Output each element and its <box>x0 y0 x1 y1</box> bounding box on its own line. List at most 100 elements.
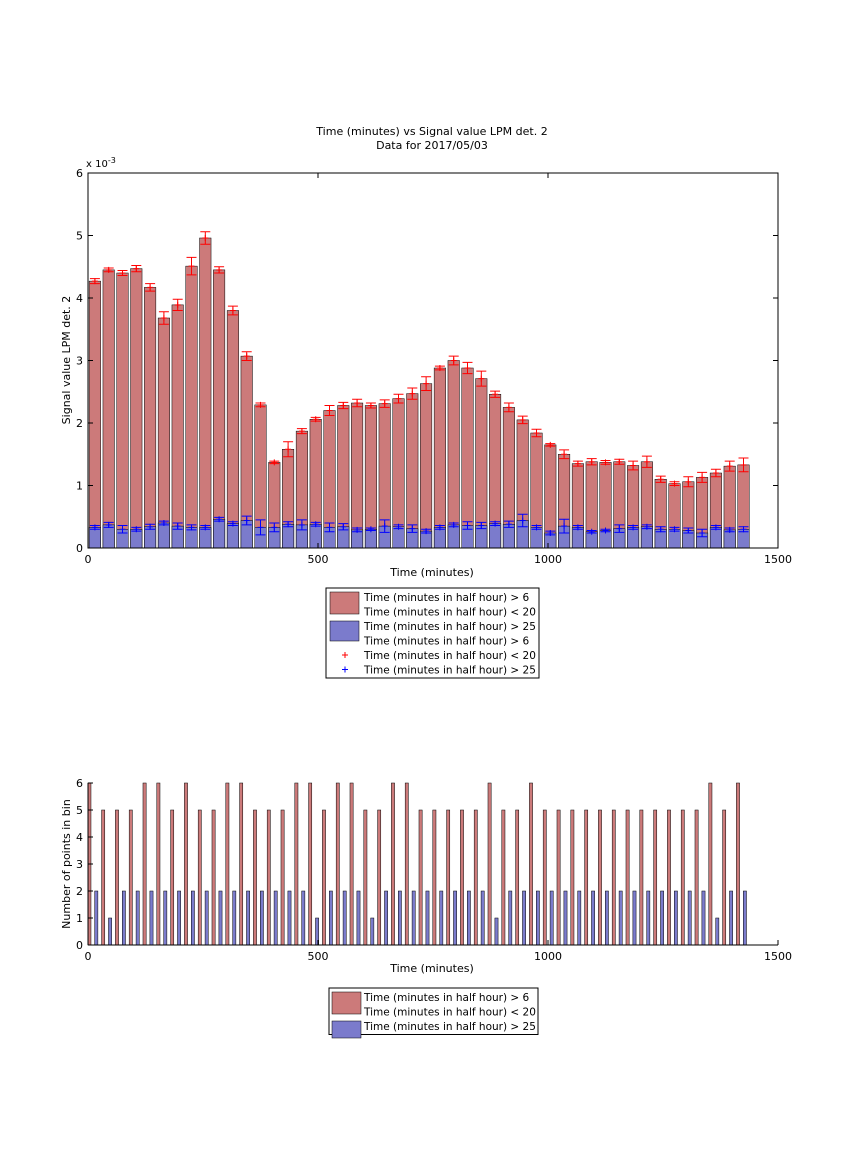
signal-bar-blue <box>213 519 226 549</box>
legend-label: Time (minutes in half hour) > 6 <box>363 592 530 604</box>
count-bar-blue <box>618 890 623 946</box>
count-bar-red <box>142 782 147 946</box>
signal-bar-red <box>433 367 446 549</box>
count-bar-red <box>266 809 271 946</box>
count-bar-blue <box>342 890 347 946</box>
count-bar-red <box>101 809 106 946</box>
y-tick-label: 2 <box>76 417 83 430</box>
count-bar-red <box>432 809 437 946</box>
signal-bar-blue <box>185 527 198 549</box>
count-bar-blue <box>715 917 720 946</box>
count-bar-blue <box>508 890 513 946</box>
signal-chart: Time (minutes) vs Signal value LPM det. … <box>60 125 792 679</box>
count-bar-red <box>349 782 354 946</box>
count-bar-blue <box>605 890 609 946</box>
count-bar-blue <box>163 890 168 946</box>
count-bar-red <box>184 782 188 946</box>
y-tick-label: 5 <box>76 804 83 817</box>
count-bar-red <box>529 782 533 946</box>
signal-bar-red <box>420 383 433 549</box>
count-bar-red <box>501 809 506 946</box>
count-bar-red <box>170 809 175 946</box>
y-axis-multiplier: x 10-3 <box>86 156 116 170</box>
count-bar-red <box>446 809 451 946</box>
count-bar-red <box>598 809 602 946</box>
x-tick-label: 1500 <box>764 553 792 566</box>
count-bar-red <box>294 782 299 946</box>
legend-swatch-blue <box>329 620 360 642</box>
count-bar-blue <box>563 890 568 946</box>
x-tick-label: 1000 <box>534 950 562 963</box>
count-bar-red <box>708 782 713 946</box>
signal-bar-blue <box>309 524 322 549</box>
legend-label: Time (minutes in half hour) > 6 <box>363 992 530 1004</box>
y-tick-label: 5 <box>76 230 83 243</box>
count-bar-red <box>473 809 478 946</box>
count-axis-ticks: 0 500 1000 1500 0 1 2 3 4 5 6 <box>76 777 792 963</box>
count-bar-blue <box>646 890 651 946</box>
signal-bar-red <box>199 237 212 549</box>
count-bar-red <box>253 809 257 946</box>
signal-bar-red <box>116 272 129 549</box>
count-bar-blue <box>177 890 181 946</box>
count-bar-blue <box>191 890 195 946</box>
y-axis-label: Number of points in bin <box>60 799 73 929</box>
count-bar-blue <box>301 890 306 946</box>
signal-bar-red <box>130 268 143 549</box>
count-chart: 0 500 1000 1500 0 1 2 3 4 5 6 Time (minutes) Numbe… <box>60 777 792 1039</box>
y-tick-label: 6 <box>76 777 83 790</box>
signal-bars <box>88 237 750 549</box>
count-bar-blue <box>453 890 457 946</box>
count-bars <box>87 782 747 946</box>
chart-title: Time (minutes) vs Signal value LPM det. … <box>315 125 547 138</box>
signal-bar-red <box>144 287 157 549</box>
count-bar-red <box>197 809 202 946</box>
signal-bar-blue <box>640 526 653 549</box>
count-bar-red <box>736 782 740 946</box>
count-bar-blue <box>536 890 540 946</box>
count-bar-red <box>694 809 699 946</box>
count-bar-blue <box>122 890 126 946</box>
count-bar-blue <box>674 890 678 946</box>
count-bar-red <box>515 809 520 946</box>
count-bar-red <box>280 809 285 946</box>
legend-box <box>328 987 539 1035</box>
count-bar-blue <box>246 890 250 946</box>
signal-bar-red <box>88 280 101 549</box>
legend-swatch-red <box>329 591 360 615</box>
x-axis-label: Time (minutes) <box>389 962 474 975</box>
count-bar-red <box>680 809 685 946</box>
legend-swatch-red <box>331 991 362 1015</box>
x-axis-label: Time (minutes) <box>389 566 474 579</box>
signal-bar-blue <box>392 526 405 549</box>
signal-bar-blue <box>102 524 115 549</box>
count-bar-red <box>722 809 727 946</box>
signal-bar-blue <box>282 524 295 549</box>
y-tick-label: 4 <box>76 831 83 844</box>
legend-label: Time (minutes in half hour) > 6 <box>363 636 530 648</box>
signal-bar-red <box>351 402 364 549</box>
count-bar-red <box>487 782 492 946</box>
count-bar-blue <box>701 890 706 946</box>
signal-error-bars <box>89 231 749 538</box>
count-legend: Time (minutes in half hour) > 6 Time (min… <box>328 987 539 1039</box>
count-bar-blue <box>549 890 554 946</box>
signal-legend: Time (minutes in half hour) > 6 Time (min… <box>325 587 540 679</box>
count-bar-blue <box>411 890 416 946</box>
y-tick-label: 1 <box>76 912 83 925</box>
count-bar-red <box>308 782 313 946</box>
count-bar-blue <box>591 890 595 946</box>
count-bar-blue <box>149 890 154 946</box>
count-bar-red <box>542 809 547 946</box>
y-tick-label: 2 <box>76 885 83 898</box>
count-bar-blue <box>425 890 430 946</box>
multiplier-exponent: -3 <box>108 156 116 165</box>
count-bar-red <box>225 782 230 946</box>
count-bar-blue <box>232 890 237 946</box>
count-bar-red <box>404 782 409 946</box>
legend-swatch-blue <box>331 1020 362 1039</box>
chart-subtitle: Data for 2017/05/03 <box>376 139 488 152</box>
signal-axis-ticks: 0 500 1000 1500 0 1 2 3 4 5 6 <box>76 167 792 566</box>
legend-label: Time (minutes in half hour) < 20 <box>363 1007 536 1019</box>
legend-label: Time (minutes in half hour) > 25 <box>363 1021 536 1033</box>
